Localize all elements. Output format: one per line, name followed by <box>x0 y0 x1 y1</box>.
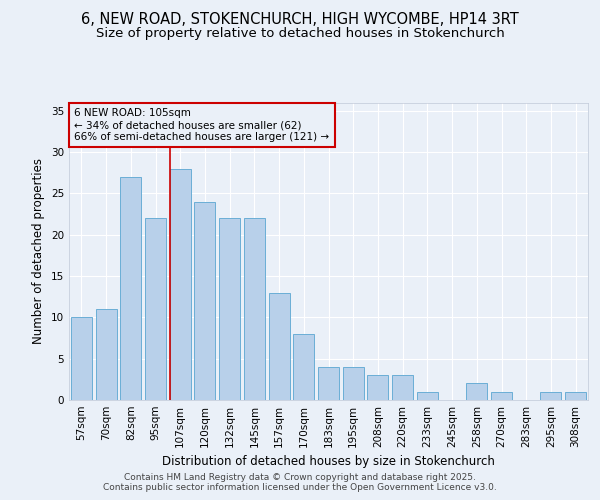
Text: 6 NEW ROAD: 105sqm
← 34% of detached houses are smaller (62)
66% of semi-detache: 6 NEW ROAD: 105sqm ← 34% of detached hou… <box>74 108 329 142</box>
Text: Size of property relative to detached houses in Stokenchurch: Size of property relative to detached ho… <box>95 28 505 40</box>
Bar <box>367 375 388 400</box>
Bar <box>293 334 314 400</box>
Bar <box>565 392 586 400</box>
Bar <box>343 367 364 400</box>
Bar <box>392 375 413 400</box>
Bar <box>318 367 339 400</box>
Bar <box>145 218 166 400</box>
Text: 6, NEW ROAD, STOKENCHURCH, HIGH WYCOMBE, HP14 3RT: 6, NEW ROAD, STOKENCHURCH, HIGH WYCOMBE,… <box>81 12 519 28</box>
Bar <box>417 392 438 400</box>
Bar <box>120 177 141 400</box>
Bar <box>491 392 512 400</box>
Y-axis label: Number of detached properties: Number of detached properties <box>32 158 46 344</box>
Bar <box>71 318 92 400</box>
Bar <box>466 384 487 400</box>
Bar <box>244 218 265 400</box>
Bar <box>194 202 215 400</box>
Bar <box>269 292 290 400</box>
Bar <box>219 218 240 400</box>
Text: Contains public sector information licensed under the Open Government Licence v3: Contains public sector information licen… <box>103 484 497 492</box>
Bar <box>170 168 191 400</box>
Bar <box>95 309 116 400</box>
Text: Contains HM Land Registry data © Crown copyright and database right 2025.: Contains HM Land Registry data © Crown c… <box>124 472 476 482</box>
Bar <box>541 392 562 400</box>
X-axis label: Distribution of detached houses by size in Stokenchurch: Distribution of detached houses by size … <box>162 456 495 468</box>
